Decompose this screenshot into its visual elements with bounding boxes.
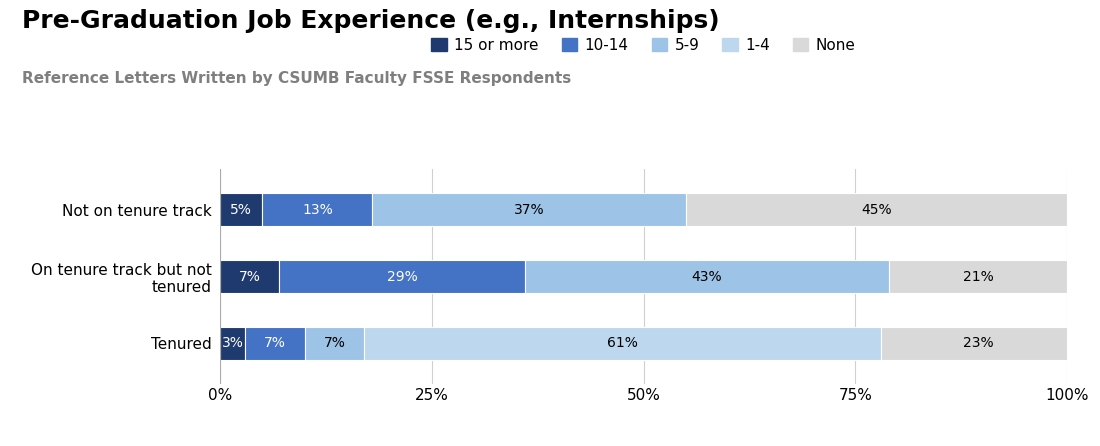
Text: 13%: 13% [302,202,333,217]
Bar [220,326,245,360]
Text: 5%: 5% [230,202,252,217]
Text: 7%: 7% [239,269,261,284]
Text: Pre-Graduation Job Experience (e.g., Internships): Pre-Graduation Job Experience (e.g., Int… [22,9,719,33]
Bar [263,193,373,227]
Text: 61%: 61% [607,336,638,351]
Text: 43%: 43% [692,269,723,284]
Bar [279,260,525,293]
Bar [245,326,305,360]
Bar [525,260,889,293]
Text: 7%: 7% [323,336,345,351]
Bar [220,260,279,293]
Bar [373,193,686,227]
Text: 3%: 3% [222,336,243,351]
Bar [889,260,1067,293]
Bar [364,326,881,360]
Text: 29%: 29% [387,269,418,284]
Bar [305,326,364,360]
Text: 21%: 21% [962,269,993,284]
Legend: 15 or more, 10-14, 5-9, 1-4, None: 15 or more, 10-14, 5-9, 1-4, None [426,32,861,59]
Text: 45%: 45% [861,202,892,217]
Text: 37%: 37% [514,202,544,217]
Bar [881,326,1076,360]
Bar [220,193,263,227]
Bar [686,193,1067,227]
Text: Reference Letters Written by CSUMB Faculty FSSE Respondents: Reference Letters Written by CSUMB Facul… [22,71,571,87]
Text: 23%: 23% [962,336,993,351]
Text: 7%: 7% [264,336,286,351]
